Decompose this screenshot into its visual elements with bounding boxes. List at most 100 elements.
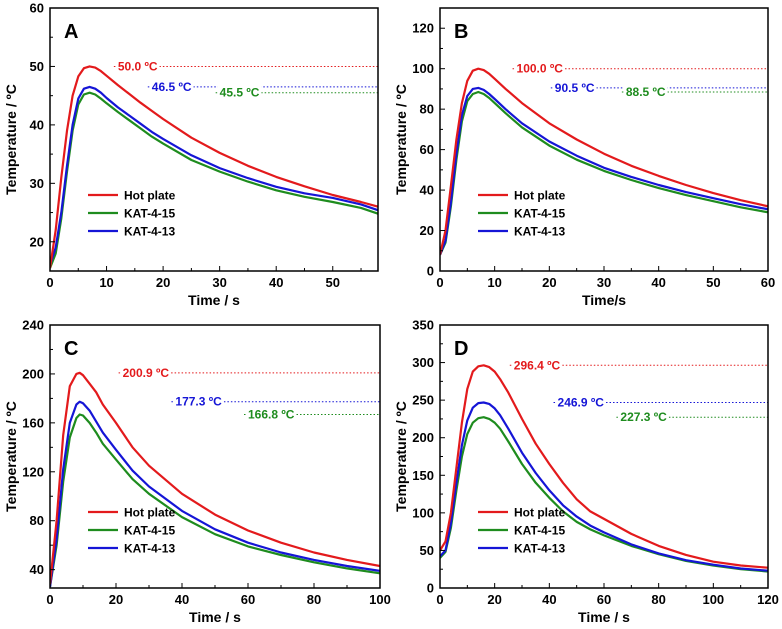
y-axis-label: Temperature / ºC (393, 401, 409, 512)
y-tick-label: 350 (412, 318, 434, 333)
y-tick-label: 80 (420, 102, 434, 117)
x-tick-label: 40 (175, 592, 189, 607)
x-tick-label: 0 (46, 275, 53, 290)
annotation-k13: 46.5 ºC (152, 80, 192, 94)
y-tick-label: 300 (412, 355, 434, 370)
y-tick-label: 30 (30, 176, 44, 191)
y-tick-label: 40 (420, 183, 434, 198)
annotation-bg (173, 394, 224, 408)
annotation-bg (246, 407, 297, 421)
x-tick-label: 60 (761, 275, 775, 290)
series-line-k15 (50, 413, 380, 587)
y-axis-label: Temperature / ºC (3, 401, 19, 512)
annotation-bg (217, 85, 262, 99)
x-tick-label: 20 (156, 275, 170, 290)
x-tick-label: 40 (269, 275, 283, 290)
y-tick-label: 0 (427, 264, 434, 279)
x-axis-label: Time/s (582, 292, 626, 308)
y-tick-label: 160 (22, 415, 44, 430)
x-axis-label: Time / s (189, 609, 241, 625)
annotation-bg (514, 61, 565, 75)
legend-label-k13: KAT-4-13 (514, 542, 565, 556)
chart-panel-c: 200.9 ºC 177.3 ºC 166.8 ºC 0 20 40 60 80 100 40 80… (3, 318, 391, 626)
legend-label-k15: KAT-4-15 (124, 207, 175, 221)
panel-label: A (64, 21, 78, 43)
series-line-k15 (50, 91, 378, 269)
panel-label: C (64, 338, 78, 360)
y-tick-label: 80 (30, 513, 44, 528)
annotation-bg (555, 395, 606, 409)
x-tick-label: 20 (487, 592, 501, 607)
annotation-k13: 177.3 ºC (175, 395, 222, 409)
chart-panel-a: 50.0 ºC 46.5 ºC 45.5 ºC 0 10 20 30 40 50 20 30 40 50… (3, 1, 379, 308)
x-tick-label: 120 (757, 592, 779, 607)
series-line-k13 (440, 86, 768, 256)
x-tick-label: 0 (436, 592, 443, 607)
y-axis-label: Temperature / ºC (393, 84, 409, 195)
legend-label-k13: KAT-4-13 (124, 225, 175, 239)
series-line-hot (50, 65, 378, 269)
y-tick-label: 60 (30, 1, 44, 16)
y-tick-label: 0 (427, 581, 434, 596)
y-tick-label: 240 (22, 318, 44, 333)
x-tick-label: 40 (651, 275, 665, 290)
y-tick-label: 40 (30, 117, 44, 132)
y-tick-label: 120 (22, 464, 44, 479)
annotation-bg (115, 59, 160, 73)
annotation-hot: 296.4 ºC (514, 358, 561, 372)
y-tick-label: 100 (412, 61, 434, 76)
x-tick-label: 30 (212, 275, 226, 290)
annotation-k15: 166.8 ºC (248, 408, 295, 422)
annotation-hot: 50.0 ºC (118, 59, 158, 73)
series-line-k13 (440, 401, 768, 572)
y-tick-label: 250 (412, 393, 434, 408)
annotation-bg (149, 79, 194, 93)
legend-label-k15: KAT-4-15 (124, 524, 175, 538)
annotation-bg (618, 410, 669, 424)
panel-label: B (454, 21, 468, 43)
series-line-hot (50, 371, 380, 585)
x-tick-label: 60 (597, 592, 611, 607)
annotation-k13: 246.9 ºC (558, 395, 605, 409)
chart-panel-b: 100.0 ºC 90.5 ºC 88.5 ºC 0 10 20 30 40 50 60 0 20 40… (393, 7, 775, 308)
series-line-hot (440, 364, 768, 569)
annotation-bg (552, 80, 597, 94)
y-tick-label: 150 (412, 468, 434, 483)
x-tick-label: 20 (542, 275, 556, 290)
x-tick-label: 20 (109, 592, 123, 607)
annotation-hot: 100.0 ºC (517, 62, 564, 76)
x-tick-label: 60 (241, 592, 255, 607)
x-tick-label: 30 (597, 275, 611, 290)
x-tick-label: 80 (651, 592, 665, 607)
series-line-k13 (50, 400, 380, 587)
legend-label-hot: Hot plate (124, 506, 176, 520)
annotation-k15: 45.5 ºC (220, 86, 260, 100)
legend-label-k13: KAT-4-13 (514, 225, 565, 239)
x-tick-label: 100 (702, 592, 724, 607)
plot-frame (49, 7, 379, 272)
series-line-k13 (50, 85, 378, 266)
x-tick-label: 10 (487, 275, 501, 290)
y-tick-label: 20 (420, 223, 434, 238)
y-tick-label: 60 (420, 142, 434, 157)
y-tick-label: 200 (22, 366, 44, 381)
annotation-k15: 88.5 ºC (626, 85, 666, 99)
x-axis-label: Time / s (188, 292, 240, 308)
legend-label-k15: KAT-4-15 (514, 524, 565, 538)
x-tick-label: 0 (436, 275, 443, 290)
y-axis-label: Temperature / ºC (3, 84, 19, 195)
y-tick-label: 40 (30, 562, 44, 577)
x-tick-label: 50 (706, 275, 720, 290)
legend-label-hot: Hot plate (124, 189, 176, 203)
x-tick-label: 50 (326, 275, 340, 290)
annotation-hot: 200.9 ºC (123, 366, 170, 380)
y-tick-label: 200 (412, 430, 434, 445)
y-tick-label: 50 (30, 59, 44, 74)
x-tick-label: 0 (46, 592, 53, 607)
annotation-bg (623, 84, 668, 98)
annotation-bg (511, 358, 563, 372)
annotation-k13: 90.5 ºC (555, 81, 595, 95)
panel-label: D (454, 338, 468, 360)
x-tick-label: 80 (307, 592, 321, 607)
